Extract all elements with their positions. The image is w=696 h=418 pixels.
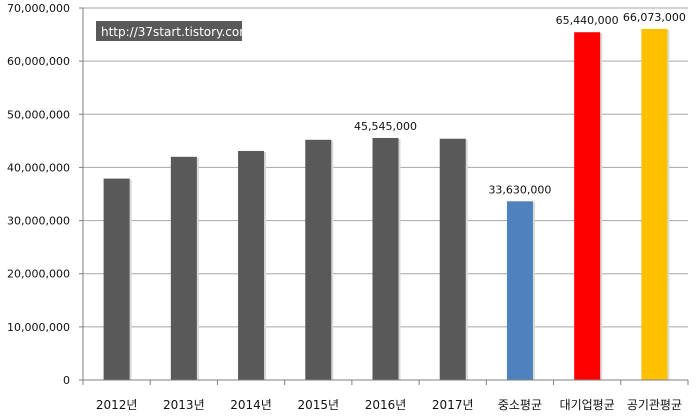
x-category-label: 중소평균 <box>498 398 542 412</box>
bar <box>305 139 332 380</box>
watermark: http://37start.tistory.com <box>96 21 251 41</box>
x-category-label: 공기관평균 <box>627 398 682 412</box>
data-label: 65,440,000 <box>556 14 619 27</box>
y-tick-label: 30,000,000 <box>7 215 70 228</box>
x-category-label: 2014년 <box>230 398 272 412</box>
bars <box>103 28 670 380</box>
y-tick-label: 70,000,000 <box>7 2 70 15</box>
bar <box>574 32 601 380</box>
data-labels: 45,545,000 33,630,000 65,440,000 66,073,000 <box>354 11 686 196</box>
axes <box>82 8 689 385</box>
bar <box>372 137 399 380</box>
bar <box>439 138 466 380</box>
watermark-text: http://37start.tistory.com <box>101 25 251 39</box>
x-category-label: 2017년 <box>432 398 474 412</box>
data-label: 45,545,000 <box>354 120 417 133</box>
x-category-label: 대기업평균 <box>560 398 615 412</box>
y-tick-label: 60,000,000 <box>7 55 70 68</box>
y-tick-label: 0 <box>63 374 70 387</box>
x-category-label: 2012년 <box>96 398 138 412</box>
y-tick-label: 20,000,000 <box>7 268 70 281</box>
x-category-label: 2015년 <box>297 398 339 412</box>
y-axis-ticks: 0 10,000,000 20,000,000 30,000,000 40,000,00… <box>7 2 83 387</box>
y-tick-label: 40,000,000 <box>7 161 70 174</box>
y-tick-label: 50,000,000 <box>7 108 70 121</box>
watermark-background <box>96 21 242 41</box>
bar <box>641 28 668 380</box>
y-tick-label: 10,000,000 <box>7 321 70 334</box>
data-label: 33,630,000 <box>488 183 551 196</box>
bar <box>506 201 533 380</box>
data-label: 66,073,000 <box>623 11 686 24</box>
x-axis-categories: 2012년 2013년 2014년 2015년 2016년 2017년 중소평균 대기업평균 공… <box>96 398 682 412</box>
x-category-label: 2013년 <box>163 398 205 412</box>
bar <box>103 178 130 380</box>
bar <box>238 150 265 380</box>
x-category-label: 2016년 <box>365 398 407 412</box>
bar <box>170 156 197 380</box>
